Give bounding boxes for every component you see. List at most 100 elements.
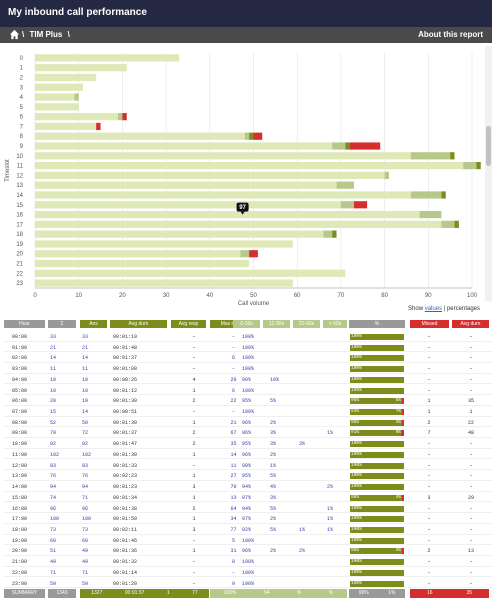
table-cell[interactable]: 11 <box>82 366 89 373</box>
bar-segment <box>249 250 258 258</box>
table-cell[interactable]: 94 <box>82 484 89 491</box>
table-cell: – <box>427 516 431 523</box>
table-cell[interactable]: 21 <box>82 344 89 351</box>
table-cell[interactable]: 94 <box>50 484 57 491</box>
table-cell[interactable]: 52 <box>50 419 57 426</box>
table-cell: 10:00 <box>12 441 28 448</box>
table-cell[interactable]: 49 <box>82 559 89 566</box>
table-cell[interactable]: 11 <box>50 366 57 373</box>
table-cell[interactable]: 50 <box>82 419 89 426</box>
table-cell[interactable]: 79 <box>50 430 57 437</box>
column-header[interactable]: 31-60s <box>293 320 320 328</box>
table-cell[interactable]: 60 <box>82 537 89 544</box>
column-header[interactable]: Missed <box>410 320 449 328</box>
table-cell[interactable]: 15 <box>50 409 57 416</box>
table-cell: 00:01:37 <box>113 355 138 362</box>
table-cell[interactable]: 10 <box>82 376 89 383</box>
table-cell[interactable]: 83 <box>50 462 57 469</box>
table-cell[interactable]: 71 <box>82 494 89 501</box>
app-title-bar: My inbound call performance <box>0 0 492 27</box>
table-cell: 92% <box>242 526 252 533</box>
table-cell[interactable]: 73 <box>50 526 57 533</box>
table-cell[interactable]: 92 <box>50 441 57 448</box>
table-cell[interactable]: 14 <box>82 355 89 362</box>
column-header[interactable]: Avg durn <box>452 320 489 328</box>
table-cell: 1 <box>192 548 196 555</box>
table-cell: 00:01:38 <box>113 505 138 512</box>
bar-segment <box>35 142 333 150</box>
scrollbar-thumb[interactable] <box>486 126 491 166</box>
show-values-link[interactable]: values <box>424 306 443 312</box>
column-header[interactable]: 0-10s <box>233 320 260 328</box>
column-header[interactable]: % <box>349 320 405 328</box>
chart-scrollbar[interactable] <box>485 46 492 301</box>
table-cell[interactable]: 20 <box>50 398 57 405</box>
table-cell[interactable]: 102 <box>82 451 92 458</box>
table-cell[interactable]: 49 <box>50 559 57 566</box>
table-cell[interactable]: 102 <box>50 451 60 458</box>
table-cell[interactable]: 76 <box>82 473 89 480</box>
table-cell: 96% <box>242 451 252 458</box>
table-cell[interactable]: 49 <box>82 548 89 555</box>
table-cell[interactable]: 73 <box>82 526 89 533</box>
table-cell[interactable]: 96 <box>50 505 57 512</box>
table-cell[interactable]: 100 <box>50 516 60 523</box>
table-cell: 95% <box>242 441 252 448</box>
table-cell[interactable]: 72 <box>82 430 89 437</box>
table-cell: – <box>192 334 196 340</box>
table-cell: – <box>469 366 473 373</box>
table-cell[interactable]: 100 <box>82 516 92 523</box>
summary-value: 1% <box>388 590 396 596</box>
about-report-link[interactable]: About this report <box>418 30 483 39</box>
table-cell[interactable]: 33 <box>82 334 89 340</box>
column-header[interactable]: Hour <box>4 320 45 328</box>
answered-percent-bar: 100% <box>350 526 404 533</box>
table-cell[interactable]: 14 <box>82 409 89 416</box>
table-cell[interactable]: 60 <box>50 537 57 544</box>
column-header[interactable]: Σ <box>48 320 76 328</box>
column-header[interactable]: Avg durn <box>110 320 167 328</box>
table-cell[interactable]: 83 <box>82 462 89 469</box>
table-cell[interactable]: 92 <box>82 441 89 448</box>
answered-percent-bar: 100% <box>350 376 404 383</box>
table-cell[interactable]: 71 <box>50 569 57 576</box>
table-cell[interactable]: 10 <box>50 376 57 383</box>
table-cell[interactable]: 33 <box>50 334 57 340</box>
table-cell[interactable]: 14 <box>50 355 57 362</box>
table-cell <box>299 483 325 491</box>
show-percentages-link[interactable]: percentages <box>446 306 480 312</box>
bar-segment <box>345 142 350 150</box>
breadcrumb-tim-plus[interactable]: TIM Plus <box>29 30 63 39</box>
table-cell: – <box>231 366 235 373</box>
column-header[interactable]: Max resp <box>210 320 252 328</box>
table-cell <box>299 494 325 502</box>
home-icon[interactable] <box>9 29 20 40</box>
y-tick-label: 21 <box>16 262 23 268</box>
table-cell: 9 <box>231 580 235 587</box>
tooltip-pointer <box>240 211 245 215</box>
column-header[interactable]: Ans <box>80 320 107 328</box>
table-cell: 13 <box>467 548 474 555</box>
table-cell <box>270 537 296 545</box>
table-cell[interactable]: 10 <box>50 387 57 394</box>
table-cell[interactable]: 59 <box>82 580 89 587</box>
table-cell: 05:00 <box>12 387 28 394</box>
table-cell[interactable]: 21 <box>50 344 57 351</box>
table-cell[interactable]: 51 <box>50 548 57 555</box>
column-header[interactable]: Avg resp <box>171 320 206 328</box>
bar-segment <box>35 250 241 258</box>
table-cell[interactable]: 71 <box>82 569 89 576</box>
table-cell[interactable]: 59 <box>50 580 57 587</box>
column-header[interactable]: 11-30s <box>263 320 290 328</box>
table-cell[interactable]: 19 <box>82 398 89 405</box>
table-cell[interactable]: 96 <box>82 505 89 512</box>
table-cell[interactable]: 10 <box>82 387 89 394</box>
table-row: 14:00 94 94 00:01:23 3 70 94% 4% 2% 100% – – <box>4 483 492 492</box>
summary-row: SUMMARY 1343 1327 00:01:37 1 77 100% 94%% 99% 1% 1… <box>4 589 492 598</box>
table-cell[interactable]: 76 <box>50 473 57 480</box>
answered-percent-bar: 96% 4% <box>350 419 404 426</box>
summary-value: 16 <box>426 590 433 596</box>
table-cell[interactable]: 74 <box>50 494 57 501</box>
table-cell: 3% <box>270 441 277 448</box>
column-header[interactable]: > 60s <box>323 320 347 328</box>
